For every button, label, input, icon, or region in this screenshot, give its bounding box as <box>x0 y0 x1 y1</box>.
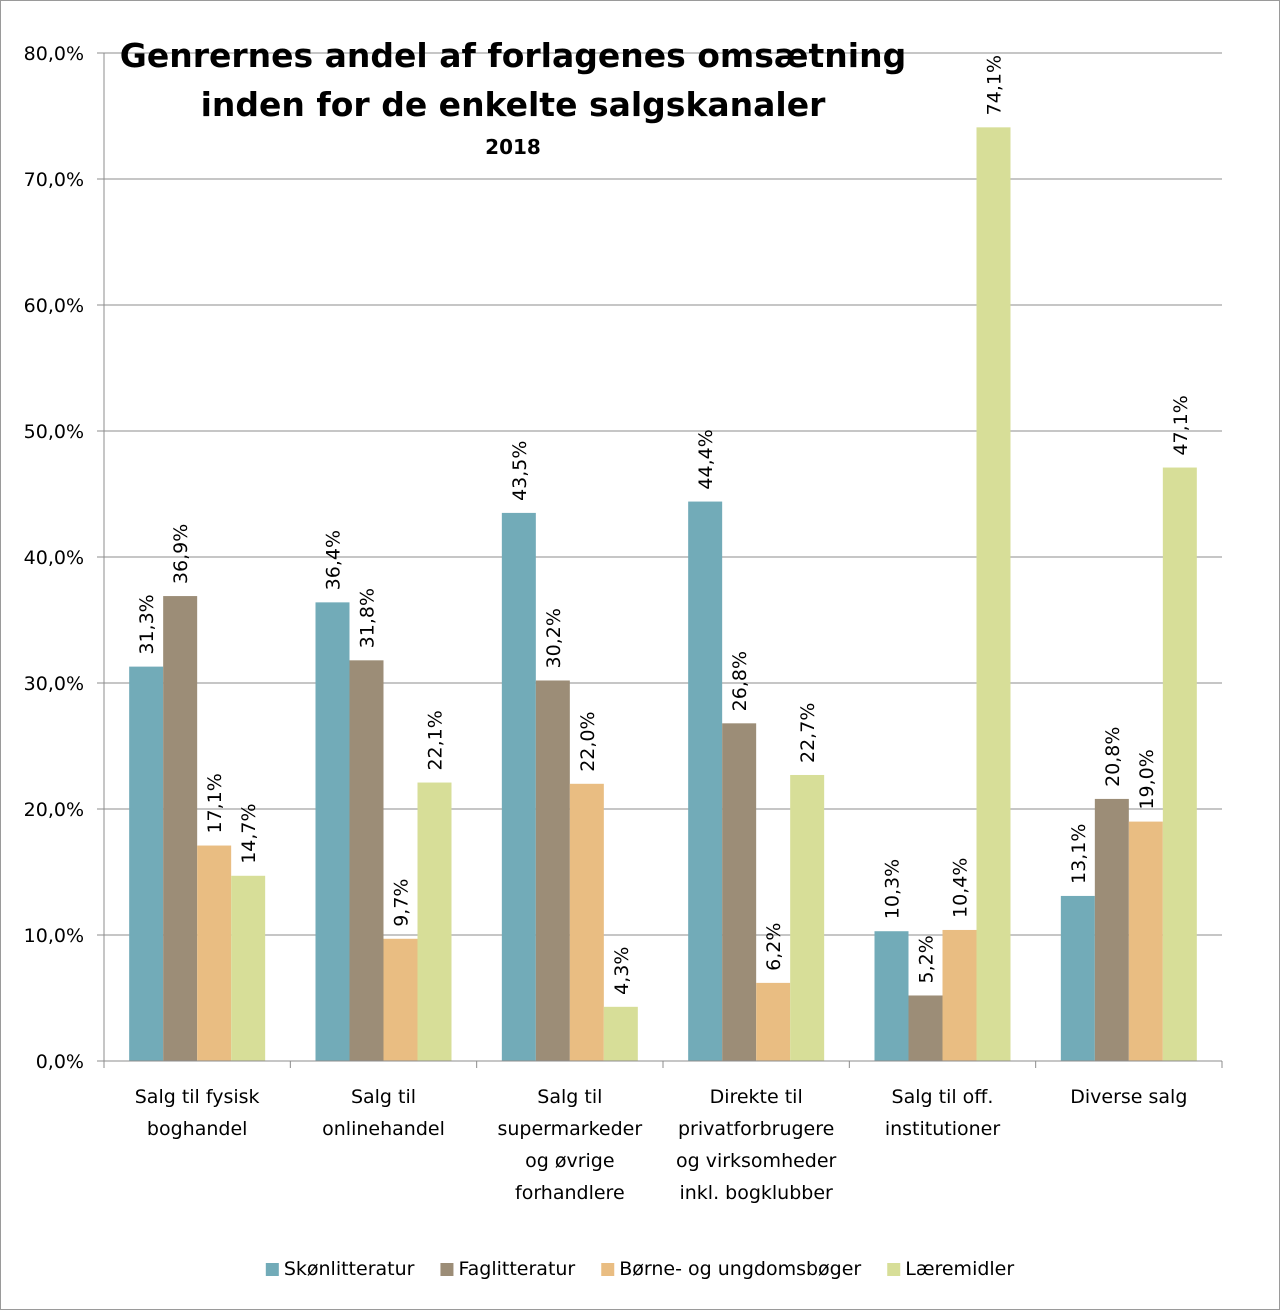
legend-swatch <box>887 1263 901 1276</box>
chart-title: Genrernes andel af forlagenes omsætning <box>120 36 906 75</box>
x-tick-label: Salg til <box>351 1086 416 1108</box>
bar <box>603 1006 638 1061</box>
chart-subtitle: 2018 <box>485 135 541 159</box>
x-tick-label: institutioner <box>885 1118 1001 1140</box>
data-label: 74,1% <box>984 55 1006 115</box>
bar <box>197 845 232 1061</box>
data-label: 20,8% <box>1102 727 1124 787</box>
bar <box>790 774 825 1061</box>
data-label: 13,1% <box>1068 824 1090 884</box>
data-label: 5,2% <box>916 935 938 983</box>
chart-title-group: Genrernes andel af forlagenes omsætning … <box>120 36 906 159</box>
bar <box>688 501 723 1061</box>
data-label: 4,3% <box>611 947 633 995</box>
x-tick-label: onlinehandel <box>322 1118 445 1140</box>
bar <box>163 596 198 1061</box>
x-tick-label: og øvrige <box>525 1150 614 1172</box>
x-tick-label: boghandel <box>147 1118 248 1140</box>
legend: Skønlitteratur Faglitteratur Børne- og ung… <box>265 1258 1014 1280</box>
bar <box>976 127 1011 1062</box>
gridlines <box>104 52 1222 936</box>
legend-item: Faglitteratur <box>440 1258 575 1280</box>
legend-swatch <box>440 1263 454 1276</box>
y-tick-label: 40,0% <box>24 547 84 569</box>
x-tick-label: privatforbrugere <box>678 1118 834 1140</box>
legend-swatch <box>601 1263 615 1276</box>
data-label: 6,2% <box>763 923 785 971</box>
x-tick-label: og virksomheder <box>676 1150 837 1172</box>
bar <box>1128 821 1163 1061</box>
y-tick-label: 70,0% <box>24 169 84 191</box>
y-tick-label: 50,0% <box>24 421 84 443</box>
data-label: 10,3% <box>882 859 904 919</box>
legend-item: Børne- og ungdomsbøger <box>601 1258 861 1280</box>
y-tick-label: 60,0% <box>24 295 84 317</box>
data-label: 22,1% <box>425 710 447 770</box>
data-label: 22,0% <box>577 711 599 771</box>
legend-swatch <box>265 1263 279 1276</box>
x-tick-label: Direkte til <box>710 1086 803 1108</box>
legend-label: Læremidler <box>905 1258 1014 1280</box>
x-tick-label: inkl. bogklubber <box>679 1182 833 1204</box>
legend-label: Børne- og ungdomsbøger <box>619 1258 861 1280</box>
legend-item: Skønlitteratur <box>265 1258 415 1280</box>
legend-label: Skønlitteratur <box>284 1258 415 1280</box>
bar <box>383 938 418 1061</box>
bar <box>1060 895 1095 1061</box>
data-label: 31,8% <box>357 588 379 648</box>
bar <box>417 782 452 1061</box>
data-label: 26,8% <box>729 651 751 711</box>
data-label: 10,4% <box>950 858 972 918</box>
bars <box>129 127 1197 1062</box>
bar <box>569 783 604 1061</box>
data-label: 43,5% <box>509 441 531 501</box>
y-tick-label: 30,0% <box>24 673 84 695</box>
bar <box>535 680 570 1061</box>
bar <box>315 602 350 1061</box>
bar <box>874 931 909 1061</box>
data-label: 36,9% <box>170 524 192 584</box>
data-label: 14,7% <box>238 803 260 863</box>
x-tick-label: Diverse salg <box>1070 1086 1187 1108</box>
y-tick-label: 20,0% <box>24 799 84 821</box>
bar <box>1094 798 1129 1061</box>
bar <box>942 929 977 1061</box>
bar <box>349 660 384 1061</box>
data-label: 31,3% <box>136 594 158 654</box>
data-label: 22,7% <box>797 703 819 763</box>
bar <box>1162 467 1197 1061</box>
data-label: 17,1% <box>204 773 226 833</box>
x-tick-label: Salg til <box>537 1086 602 1108</box>
data-label: 9,7% <box>391 878 413 926</box>
y-axis: 0,0% 10,0% 20,0% 30,0% 40,0% 50,0% 60,0% 70,0% 8… <box>24 43 105 1073</box>
y-tick-label: 80,0% <box>24 43 84 65</box>
bar <box>231 875 266 1061</box>
bar <box>756 982 791 1061</box>
x-tick-label: Salg til fysisk <box>135 1086 260 1108</box>
data-label: 19,0% <box>1136 749 1158 809</box>
bar <box>129 666 164 1061</box>
y-tick-label: 10,0% <box>24 925 84 947</box>
x-tick-label: supermarkeder <box>497 1118 642 1140</box>
data-label: 36,4% <box>323 530 345 590</box>
bar <box>501 512 536 1061</box>
legend-item: Læremidler <box>887 1258 1014 1280</box>
x-tick-label: Salg til off. <box>892 1086 994 1108</box>
data-labels: 31,3% 36,9% 17,1% 14,7% 36,4% 31,8% 9,7% 22,1% 4… <box>136 55 1192 995</box>
bar <box>722 723 757 1061</box>
y-tick-label: 0,0% <box>36 1051 84 1073</box>
chart-title-line2: inden for de enkelte salgskanaler <box>201 85 827 124</box>
data-label: 44,4% <box>695 429 717 489</box>
data-label: 30,2% <box>543 608 565 668</box>
data-label: 47,1% <box>1170 395 1192 455</box>
bar <box>908 995 943 1061</box>
legend-label: Faglitteratur <box>458 1258 575 1280</box>
x-tick-label: forhandlere <box>515 1182 625 1204</box>
x-axis: Salg til fysisk boghandel Salg til onlineha… <box>103 1060 1223 1204</box>
